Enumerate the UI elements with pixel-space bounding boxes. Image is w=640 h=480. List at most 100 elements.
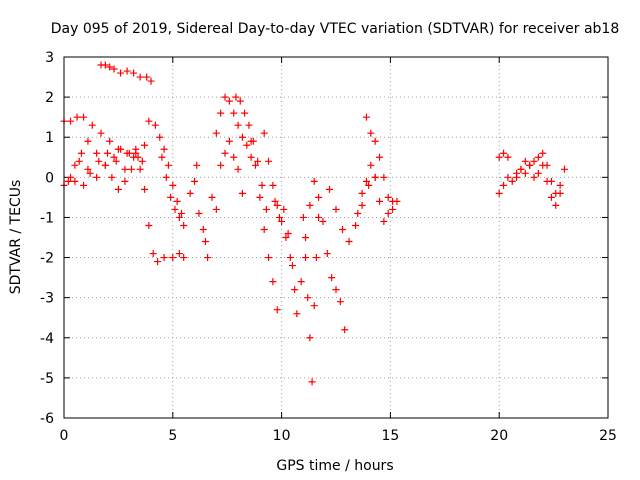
point-arc23-5 bbox=[534, 169, 542, 177]
point-arc5-9 bbox=[147, 77, 155, 85]
point-arc6-0 bbox=[132, 149, 140, 157]
point-arc16-2 bbox=[304, 294, 312, 302]
series-arc20 bbox=[362, 113, 401, 213]
point-arc3-6 bbox=[114, 185, 122, 193]
point-arc19-2 bbox=[362, 177, 370, 185]
point-arc23-0 bbox=[513, 173, 521, 181]
point-arc19-4 bbox=[371, 173, 379, 181]
series-arc2 bbox=[60, 113, 146, 165]
y-tick-label--6: -6 bbox=[40, 411, 54, 427]
point-arc8-3 bbox=[171, 205, 179, 213]
point-arc16-4 bbox=[308, 378, 316, 386]
x-axis-label: GPS time / hours bbox=[276, 458, 393, 474]
point-arc21-15 bbox=[560, 165, 568, 173]
tick-labels: 0 5 10 15 20 25 -6 -5 -4 -3 -2 -1 0 1 2 3 bbox=[40, 50, 617, 444]
point-arc6-6 bbox=[160, 254, 168, 262]
point-arc3-7 bbox=[121, 177, 129, 185]
point-arc19-1 bbox=[358, 189, 366, 197]
point-arc17-6 bbox=[336, 298, 344, 306]
point-arc14-3 bbox=[273, 201, 281, 209]
point-arc19-0 bbox=[354, 209, 362, 217]
point-arc12-0 bbox=[232, 93, 240, 101]
series-arc22 bbox=[495, 149, 512, 161]
y-tick-label--3: -3 bbox=[40, 291, 54, 307]
plot-frame bbox=[63, 56, 609, 419]
point-arc10-8 bbox=[247, 153, 255, 161]
point-arc13-0 bbox=[247, 137, 255, 145]
point-arc4-1 bbox=[80, 181, 88, 189]
y-tick-label--2: -2 bbox=[40, 251, 54, 267]
point-arc2-4 bbox=[88, 121, 96, 129]
point-arc11-2 bbox=[217, 161, 225, 169]
point-arc23-10 bbox=[556, 189, 564, 197]
point-arc1-4 bbox=[84, 165, 92, 173]
point-arc20-5 bbox=[384, 193, 392, 201]
x-tick-label-20: 20 bbox=[490, 428, 508, 444]
series-arc9 bbox=[186, 161, 212, 262]
point-arc9-2 bbox=[193, 161, 201, 169]
point-arc23-8 bbox=[547, 193, 555, 201]
point-arc6-3 bbox=[145, 221, 153, 229]
point-arc2-10 bbox=[138, 157, 146, 165]
point-arc6-9 bbox=[180, 254, 188, 262]
grid-lines bbox=[64, 57, 608, 418]
point-arc18-5 bbox=[358, 201, 366, 209]
point-arc9-4 bbox=[199, 225, 207, 233]
point-arc10-7 bbox=[243, 141, 251, 149]
point-arc5-5 bbox=[123, 67, 131, 75]
point-arc3-5 bbox=[108, 173, 116, 181]
point-arc8-1 bbox=[162, 173, 170, 181]
point-arc13-5 bbox=[269, 278, 277, 286]
x-tick-label-15: 15 bbox=[381, 428, 399, 444]
point-arc7-7 bbox=[178, 209, 186, 217]
point-arc10-1 bbox=[217, 109, 225, 117]
y-tick-label-1: 1 bbox=[45, 130, 54, 146]
point-arc21-14 bbox=[556, 181, 564, 189]
point-arc16-6 bbox=[312, 254, 320, 262]
series-arc11 bbox=[208, 137, 246, 213]
series-arc8 bbox=[158, 153, 188, 229]
point-arc3-0 bbox=[67, 173, 75, 181]
point-arc16-3 bbox=[306, 334, 314, 342]
point-arc12-1 bbox=[236, 97, 244, 105]
point-arc17-3 bbox=[323, 250, 331, 258]
x-tick-label-25: 25 bbox=[599, 428, 617, 444]
point-arc19-5 bbox=[376, 197, 384, 205]
point-arc10-0 bbox=[212, 129, 220, 137]
point-arc9-5 bbox=[201, 238, 209, 246]
point-arc13-4 bbox=[265, 254, 273, 262]
point-arc10-5 bbox=[234, 121, 242, 129]
point-arc11-0 bbox=[208, 193, 216, 201]
point-arc5-7 bbox=[136, 73, 144, 81]
point-arc17-7 bbox=[341, 326, 349, 334]
point-arc7-5 bbox=[169, 181, 177, 189]
point-arc18-6 bbox=[365, 181, 373, 189]
point-arc4-7 bbox=[130, 153, 138, 161]
series-arc14 bbox=[260, 129, 299, 294]
point-arc7-1 bbox=[151, 121, 159, 129]
y-tick-label--1: -1 bbox=[40, 210, 54, 226]
point-arc14-4 bbox=[278, 217, 286, 225]
point-arc4-6 bbox=[121, 165, 129, 173]
point-arc8-4 bbox=[175, 213, 183, 221]
point-arc19-3 bbox=[367, 161, 375, 169]
point-arc21-9 bbox=[534, 153, 542, 161]
chart-title: Day 095 of 2019, Sidereal Day-to-day VTE… bbox=[51, 21, 620, 37]
point-arc23-9 bbox=[552, 201, 560, 209]
point-arc3-3 bbox=[93, 149, 101, 157]
point-arc23-1 bbox=[517, 165, 525, 173]
point-arc21-2 bbox=[504, 173, 512, 181]
point-arc9-0 bbox=[186, 189, 194, 197]
point-arc14-0 bbox=[260, 129, 268, 137]
x-tick-label-10: 10 bbox=[273, 428, 291, 444]
point-arc23-6 bbox=[539, 161, 547, 169]
point-arc4-5 bbox=[112, 157, 120, 165]
point-arc13-3 bbox=[260, 225, 268, 233]
point-arc15-1 bbox=[275, 213, 283, 221]
point-arc3-2 bbox=[84, 137, 92, 145]
point-arc15-3 bbox=[284, 229, 292, 237]
point-arc17-2 bbox=[319, 217, 327, 225]
point-arc23-3 bbox=[526, 161, 534, 169]
point-arc15-4 bbox=[288, 262, 296, 270]
point-arc16-5 bbox=[310, 302, 318, 310]
